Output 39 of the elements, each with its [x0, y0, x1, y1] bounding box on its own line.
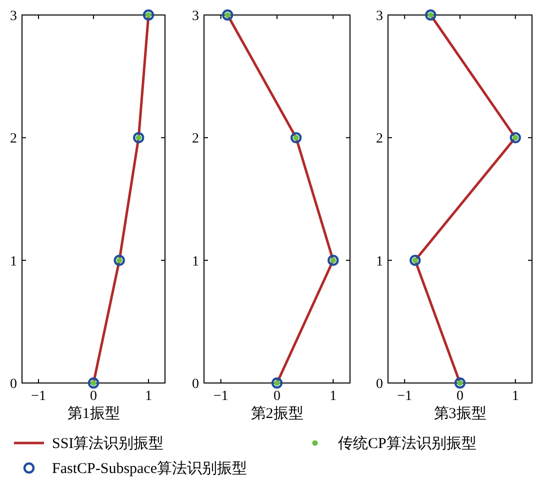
y-tick-label: 3 — [376, 9, 383, 24]
x-axis-title: 第2振型 — [250, 405, 304, 422]
point — [271, 377, 283, 389]
point — [425, 9, 436, 21]
y-tick-label: 2 — [376, 132, 383, 147]
point — [454, 377, 466, 389]
x-tick-label: −1 — [31, 389, 46, 404]
legend-label: SSI算法识别振型 — [52, 435, 164, 452]
x-tick-label: 1 — [145, 389, 152, 404]
point — [510, 132, 521, 144]
y-tick-label: 0 — [376, 377, 383, 392]
point — [290, 132, 302, 144]
point — [142, 9, 154, 21]
legend-label: FastCP-Subspace算法识别振型 — [52, 460, 247, 477]
y-tick-label: 2 — [192, 132, 199, 147]
x-tick-label: −1 — [213, 389, 228, 404]
y-tick-label: 1 — [10, 254, 17, 270]
y-tick-label: 3 — [10, 9, 17, 24]
point — [88, 377, 100, 389]
x-axis-title: 第3振型 — [434, 405, 486, 422]
y-tick-label: 3 — [192, 9, 199, 24]
x-tick-label: 0 — [456, 389, 464, 404]
y-tick-label: 1 — [192, 254, 199, 270]
point — [133, 132, 144, 144]
point — [328, 254, 339, 266]
y-tick-label: 0 — [10, 377, 17, 392]
x-tick-label: 0 — [274, 389, 280, 404]
x-tick-label: 1 — [512, 389, 519, 404]
y-tick-label: 2 — [10, 132, 17, 147]
x-tick-label: 0 — [90, 389, 97, 404]
y-tick-label: 1 — [376, 254, 383, 270]
point — [410, 254, 421, 266]
x-tick-label: −1 — [397, 389, 412, 404]
legend-label: 传统CP算法识别振型 — [338, 435, 476, 452]
point — [114, 254, 125, 266]
x-tick-label: 1 — [330, 389, 337, 404]
x-axis-title: 第1振型 — [67, 405, 120, 422]
point — [222, 9, 234, 21]
y-tick-label: 0 — [192, 377, 199, 392]
